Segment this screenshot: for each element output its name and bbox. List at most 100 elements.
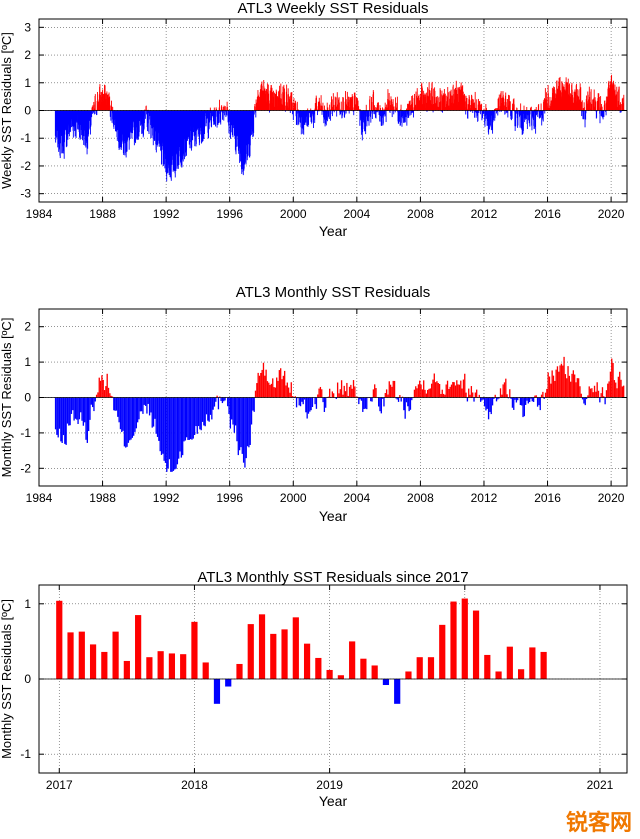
bar [600, 106, 602, 111]
bar [485, 110, 487, 117]
bar [327, 110, 328, 122]
bar [360, 110, 362, 135]
x-tick-label: 2020 [451, 778, 478, 792]
bar [213, 679, 221, 704]
bar [143, 397, 145, 405]
bar [260, 372, 262, 398]
bar [109, 104, 111, 111]
bar [336, 92, 338, 111]
bar [108, 92, 110, 111]
bar [113, 397, 115, 411]
bar [529, 110, 531, 127]
bar [105, 93, 107, 111]
bar [466, 108, 468, 111]
bar [111, 106, 113, 111]
bar [326, 102, 328, 111]
bar [205, 397, 208, 415]
bar [421, 389, 424, 398]
bar [109, 96, 111, 111]
bar [479, 110, 481, 115]
bar [224, 106, 226, 111]
bar [398, 110, 400, 124]
x-tick-label: 1988 [89, 491, 116, 505]
bar [478, 98, 479, 111]
bar [185, 397, 188, 438]
bar [270, 633, 277, 679]
bar [348, 386, 351, 398]
bar [482, 110, 484, 114]
bar [224, 110, 226, 112]
x-tick-label: 2008 [407, 491, 434, 505]
bar [135, 397, 137, 429]
bar [405, 110, 407, 112]
bar [573, 99, 575, 111]
bar [487, 397, 490, 420]
x-tick-label: 2016 [534, 207, 561, 221]
bar [544, 98, 545, 111]
bar [465, 110, 467, 115]
watermark-text: 锐客网 [565, 811, 632, 836]
bar [202, 662, 209, 679]
bar [427, 389, 429, 398]
bar [572, 370, 575, 398]
bar [564, 374, 567, 398]
bar [347, 395, 349, 398]
bar [620, 104, 622, 111]
bar [319, 105, 321, 111]
bar [486, 107, 487, 111]
bar [595, 391, 597, 398]
bar [477, 110, 479, 122]
bar [135, 110, 137, 144]
bar [350, 97, 352, 111]
bar [540, 103, 542, 111]
bar [111, 100, 112, 111]
bar [317, 109, 319, 111]
bar [253, 397, 255, 412]
bar [253, 110, 255, 133]
bar [394, 110, 396, 113]
bar [276, 377, 278, 398]
bar [89, 110, 90, 121]
bar [523, 105, 525, 111]
bar [453, 382, 455, 398]
bar [375, 388, 377, 398]
bar [574, 374, 576, 398]
y-axis-label: Monthly SST Residuals [ºC] [0, 599, 14, 759]
bar [305, 397, 307, 413]
bar [428, 388, 430, 398]
x-tick-label: 1996 [216, 491, 243, 505]
bar [115, 110, 117, 132]
bar [460, 380, 462, 398]
bar [540, 394, 543, 398]
bar [475, 110, 477, 118]
bar [356, 98, 358, 111]
bar [378, 102, 379, 111]
bar [218, 110, 220, 123]
bar [550, 383, 552, 398]
bar [387, 89, 389, 111]
bar [405, 397, 408, 403]
bar [245, 397, 247, 459]
bar [365, 104, 367, 111]
y-tick-label: -1 [20, 747, 31, 761]
bar [316, 106, 318, 111]
bar [160, 397, 163, 455]
bar [559, 365, 561, 398]
bar [258, 95, 260, 111]
bar [526, 397, 528, 401]
bar [519, 397, 522, 406]
bar [507, 397, 510, 399]
bar [211, 110, 213, 128]
bar [422, 104, 424, 111]
bar [147, 397, 149, 404]
bar [153, 110, 155, 128]
bar [479, 397, 482, 402]
bar [576, 378, 578, 398]
bar [567, 366, 569, 398]
bar [123, 660, 130, 679]
bar [441, 389, 443, 398]
bar [532, 397, 535, 402]
bar [223, 397, 225, 402]
bar [317, 394, 319, 398]
